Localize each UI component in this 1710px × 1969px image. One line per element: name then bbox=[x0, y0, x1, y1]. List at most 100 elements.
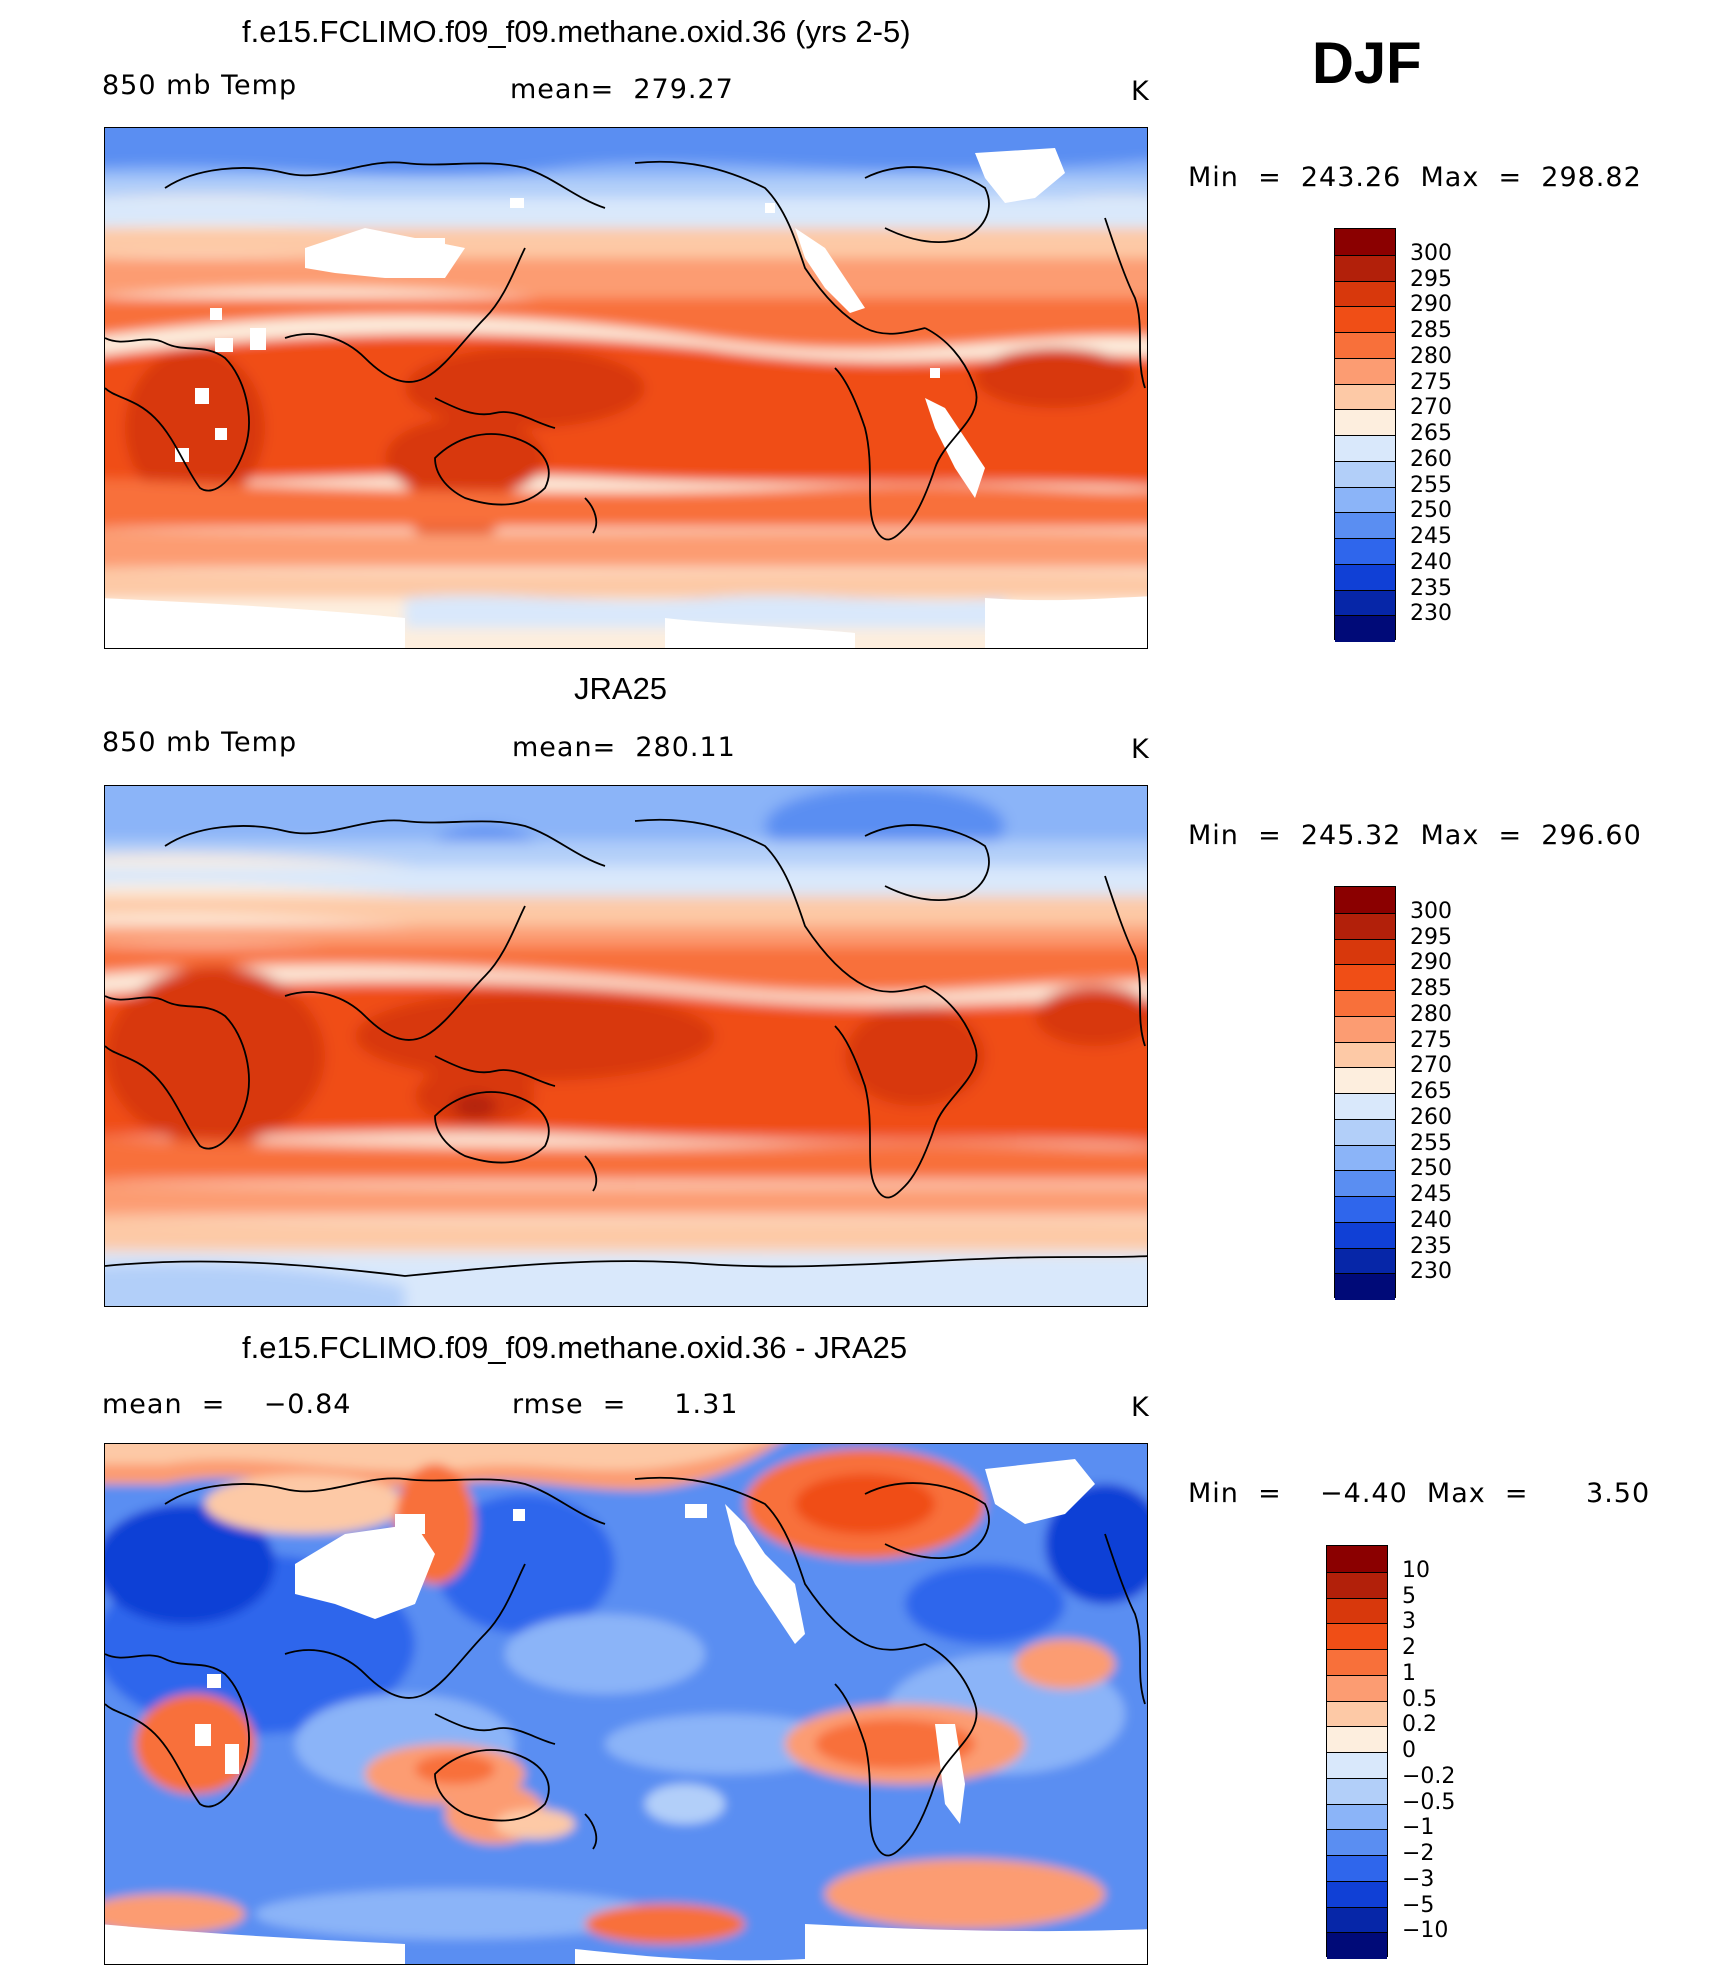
panel-3-colorbar-tick-label: −0.2 bbox=[1402, 1763, 1456, 1789]
colorbar-segment bbox=[1327, 1777, 1387, 1804]
panel-1-minmax-label: Min = 243.26 Max = 298.82 bbox=[1188, 162, 1642, 193]
panel-1-colorbar-tick-label: 235 bbox=[1410, 575, 1452, 601]
colorbar-segment bbox=[1327, 1649, 1387, 1676]
panel-2-colorbar-tick-label: 280 bbox=[1410, 1001, 1452, 1027]
panel-3-colorbar-tick-label: 2 bbox=[1402, 1635, 1416, 1660]
colorbar-segment bbox=[1335, 357, 1395, 384]
panel-2-units-label: K bbox=[1131, 734, 1150, 765]
colorbar-segment bbox=[1327, 1674, 1387, 1701]
colorbar-segment bbox=[1327, 1726, 1387, 1753]
colorbar-segment bbox=[1335, 1093, 1395, 1120]
colorbar-segment bbox=[1335, 563, 1395, 590]
panel-1-colorbar-tick-label: 290 bbox=[1410, 292, 1452, 318]
panel-2-colorbar-tick-label: 260 bbox=[1410, 1104, 1452, 1130]
colorbar-segment bbox=[1335, 512, 1395, 539]
panel-1-colorbar-tick-label: 260 bbox=[1410, 446, 1452, 472]
panel-1-mean-label: mean= 279.27 bbox=[510, 74, 734, 105]
panel-2-colorbar-tick-label: 245 bbox=[1410, 1182, 1452, 1207]
panel-2-colorbar-tick-label: 255 bbox=[1410, 1130, 1452, 1156]
colorbar-segment bbox=[1327, 1855, 1387, 1882]
colorbar-segment bbox=[1335, 1015, 1395, 1042]
panel-3-mean-label: mean = −0.84 bbox=[102, 1389, 352, 1420]
panel-2-colorbar-tick-label: 250 bbox=[1410, 1156, 1452, 1182]
colorbar-segment bbox=[1327, 1803, 1387, 1830]
colorbar-segment bbox=[1327, 1880, 1387, 1907]
colorbar-segment bbox=[1335, 1247, 1395, 1274]
panel-2-colorbar-tick-label: 235 bbox=[1410, 1233, 1452, 1259]
colorbar-segment bbox=[1335, 938, 1395, 965]
panel-1-title: f.e15.FCLIMO.f09_f09.methane.oxid.36 (yr… bbox=[242, 14, 911, 49]
colorbar-segment bbox=[1335, 1041, 1395, 1068]
colorbar-segment bbox=[1335, 460, 1395, 487]
panel-1-colorbar-tick-label: 300 bbox=[1410, 240, 1452, 266]
colorbar-segment bbox=[1335, 435, 1395, 462]
panel-3-colorbar-tick-label: 3 bbox=[1402, 1609, 1416, 1635]
colorbar-segment bbox=[1335, 486, 1395, 513]
panel-2-map bbox=[104, 785, 1148, 1307]
panel-2-colorbar-tick-label: 240 bbox=[1410, 1207, 1452, 1233]
panel-1-units-label: K bbox=[1131, 76, 1150, 107]
panel-1-colorbar-tick-label: 295 bbox=[1410, 266, 1452, 292]
panel-3-map bbox=[104, 1443, 1148, 1965]
season-label: DJF bbox=[1312, 31, 1422, 96]
colorbar-segment bbox=[1327, 1623, 1387, 1650]
colorbar-segment bbox=[1327, 1829, 1387, 1856]
colorbar-segment bbox=[1335, 887, 1395, 914]
panel-2-colorbar-tick-label: 275 bbox=[1410, 1027, 1452, 1053]
colorbar-segment bbox=[1335, 306, 1395, 333]
panel-3-colorbar-tick-label: −10 bbox=[1402, 1918, 1449, 1944]
panel-1-colorbar-tick-label: 245 bbox=[1410, 524, 1452, 549]
colorbar-segment bbox=[1335, 1170, 1395, 1197]
panel-3-colorbar-tick-label: −1 bbox=[1402, 1815, 1435, 1841]
colorbar-segment bbox=[1327, 1597, 1387, 1624]
panel-2-colorbar-tick-label: 265 bbox=[1410, 1079, 1452, 1104]
panel-1-colorbar-tick-label: 230 bbox=[1410, 601, 1452, 627]
panel-3-colorbar-tick-label: −5 bbox=[1402, 1892, 1435, 1918]
colorbar-segment bbox=[1335, 589, 1395, 616]
panel-3-colorbar-tick-label: −0.5 bbox=[1402, 1789, 1456, 1815]
panel-1-colorbar-tick-label: 255 bbox=[1410, 472, 1452, 498]
colorbar-segment bbox=[1335, 1221, 1395, 1248]
colorbar-segment bbox=[1327, 1906, 1387, 1933]
panel-1-colorbar-ramp bbox=[1334, 228, 1396, 642]
panel-1-colorbar-tick-label: 275 bbox=[1410, 369, 1452, 395]
panel-1-colorbar-tick-label: 240 bbox=[1410, 549, 1452, 575]
panel-3-rmse-label: rmse = 1.31 bbox=[512, 1389, 739, 1420]
colorbar-segment bbox=[1327, 1571, 1387, 1598]
panel-3-colorbar-tick-label: 5 bbox=[1402, 1583, 1416, 1609]
panel-3-colorbar-tick-label: −3 bbox=[1402, 1866, 1435, 1892]
colorbar-segment bbox=[1335, 409, 1395, 436]
panel-3-minmax-label: Min = −4.40 Max = 3.50 bbox=[1188, 1478, 1651, 1509]
colorbar-segment bbox=[1327, 1546, 1387, 1573]
panel-1-colorbar-tick-label: 250 bbox=[1410, 498, 1452, 524]
panel-2-minmax-label: Min = 245.32 Max = 296.60 bbox=[1188, 820, 1642, 851]
colorbar-segment bbox=[1327, 1932, 1387, 1959]
colorbar-segment bbox=[1335, 964, 1395, 991]
colorbar-segment bbox=[1335, 280, 1395, 307]
panel-1-colorbar-tick-label: 285 bbox=[1410, 318, 1452, 343]
panel-3-colorbar-tick-label: 0 bbox=[1402, 1738, 1416, 1763]
panel-3-units-label: K bbox=[1131, 1392, 1150, 1423]
colorbar-segment bbox=[1335, 912, 1395, 939]
panel-2-colorbar-tick-label: 230 bbox=[1410, 1259, 1452, 1285]
colorbar-segment bbox=[1335, 990, 1395, 1017]
panel-1-variable-label: 850 mb Temp bbox=[102, 70, 298, 101]
panel-3-colorbar-ramp bbox=[1326, 1545, 1388, 1959]
panel-3-colorbar-tick-label: 10 bbox=[1402, 1557, 1430, 1583]
colorbar-segment bbox=[1335, 229, 1395, 256]
panel-1-colorbar-tick-label: 270 bbox=[1410, 395, 1452, 421]
panel-3-colorbar-tick-label: 0.5 bbox=[1402, 1686, 1437, 1712]
panel-2-variable-label: 850 mb Temp bbox=[102, 727, 298, 758]
colorbar-segment bbox=[1335, 1144, 1395, 1171]
panel-2-colorbar-tick-label: 285 bbox=[1410, 976, 1452, 1001]
panel-3-colorbar-tick-label: 0.2 bbox=[1402, 1712, 1437, 1738]
colorbar-segment bbox=[1335, 1196, 1395, 1223]
panel-2-colorbar-tick-label: 270 bbox=[1410, 1053, 1452, 1079]
panel-1-map bbox=[104, 127, 1148, 649]
panel-3-title: f.e15.FCLIMO.f09_f09.methane.oxid.36 - J… bbox=[242, 1330, 908, 1365]
panel-1-colorbar-tick-label: 280 bbox=[1410, 343, 1452, 369]
panel-3-colorbar-tick-label: −2 bbox=[1402, 1841, 1435, 1866]
panel-2-colorbar-tick-label: 295 bbox=[1410, 924, 1452, 950]
colorbar-segment bbox=[1335, 615, 1395, 642]
panel-2-colorbar-tick-label: 300 bbox=[1410, 898, 1452, 924]
